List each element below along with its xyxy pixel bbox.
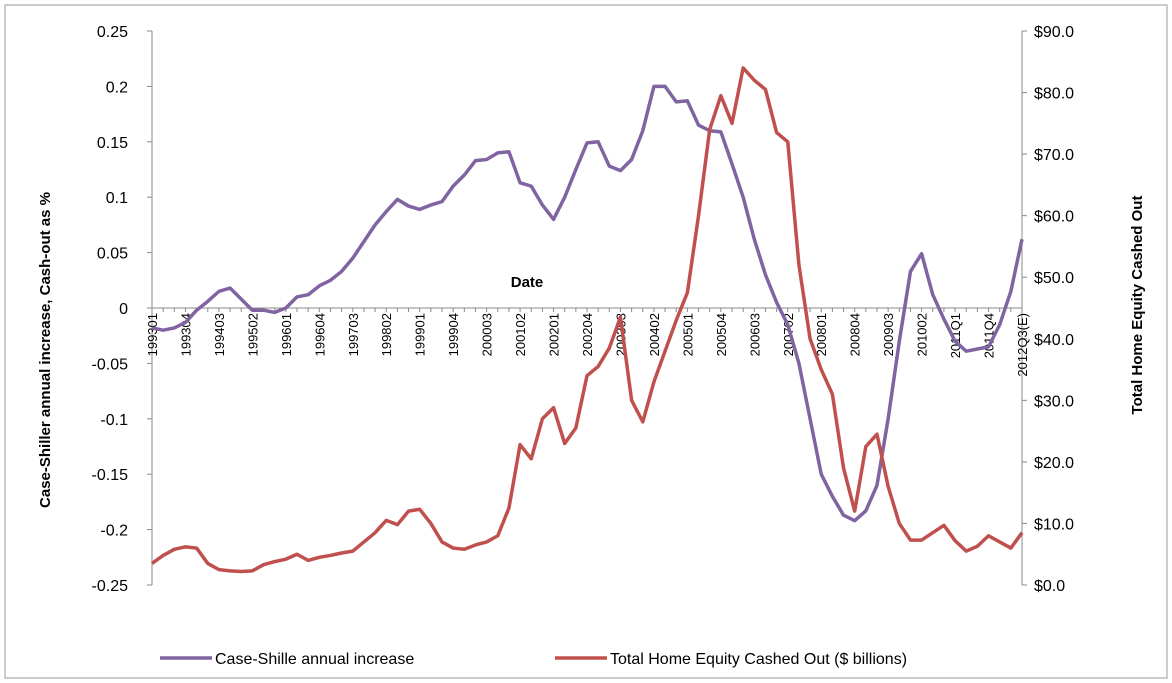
y-tick-label: -0.05 xyxy=(92,356,129,373)
x-tick-label: 199502 xyxy=(245,313,260,356)
x-tick-label: 200102 xyxy=(513,313,528,356)
y2-tick-label: $60.0 xyxy=(1034,209,1074,226)
x-tick-label: 200204 xyxy=(580,313,595,356)
x-tick-label: 199904 xyxy=(446,313,461,356)
x-tick-label: 200003 xyxy=(480,313,495,356)
y-axis-title: Case-Shiller annual increase, Cash-out a… xyxy=(37,192,54,508)
x-tick-label: 201002 xyxy=(915,313,930,356)
x-tick-label: 200903 xyxy=(881,313,896,356)
y2-tick-label: $10.0 xyxy=(1034,516,1074,533)
x-tick-label: 199601 xyxy=(279,313,294,356)
y-tick-label: 0.05 xyxy=(97,246,128,263)
y2-tick-label: $70.0 xyxy=(1034,147,1074,164)
y-tick-label: -0.2 xyxy=(100,523,128,540)
y-tick-label: -0.25 xyxy=(92,578,129,595)
x-tick-label: 199703 xyxy=(346,313,361,356)
x-tick-label: 2012Q3(E) xyxy=(1015,313,1030,377)
x-tick-label: 200801 xyxy=(814,313,829,356)
y-tick-label: 0.15 xyxy=(97,135,128,152)
x-tick-label: 200504 xyxy=(714,313,729,356)
x-tick-label: 200603 xyxy=(747,313,762,356)
x-axis-title: Date xyxy=(511,274,544,291)
x-tick-label: 200804 xyxy=(848,313,863,356)
x-tick-label: 200201 xyxy=(547,313,562,356)
y2-axis-title: Total Home Equity Cashed Out xyxy=(1129,196,1146,415)
y-tick-label: 0 xyxy=(119,301,128,318)
series-line xyxy=(150,66,1024,574)
y2-tick-label: $30.0 xyxy=(1034,393,1074,410)
x-tick-label: 199301 xyxy=(145,313,160,356)
y-tick-label: 0.1 xyxy=(106,190,128,207)
legend-label: Case-Shille annual increase xyxy=(215,651,414,668)
y2-tick-label: $20.0 xyxy=(1034,455,1074,472)
x-tick-label: 200501 xyxy=(680,313,695,356)
y-tick-label: -0.15 xyxy=(92,467,129,484)
x-tick-label: 199604 xyxy=(312,313,327,356)
x-tick-label: 199802 xyxy=(379,313,394,356)
x-tick-label: 199403 xyxy=(212,313,227,356)
x-tick-label: 200402 xyxy=(647,313,662,356)
series-line xyxy=(151,84,1024,523)
y2-tick-label: $40.0 xyxy=(1034,332,1074,349)
x-tick-label: 199901 xyxy=(413,313,428,356)
legend-label: Total Home Equity Cashed Out ($ billions… xyxy=(610,651,907,668)
y2-tick-label: $80.0 xyxy=(1034,86,1074,103)
y-tick-label: -0.1 xyxy=(100,412,128,429)
y2-tick-label: $90.0 xyxy=(1034,24,1074,41)
chart-frame xyxy=(4,4,1168,679)
y2-tick-label: $0.0 xyxy=(1034,578,1065,595)
y2-tick-label: $50.0 xyxy=(1034,270,1074,287)
y-tick-label: 0.25 xyxy=(97,24,128,41)
y-tick-label: 0.2 xyxy=(106,79,128,96)
